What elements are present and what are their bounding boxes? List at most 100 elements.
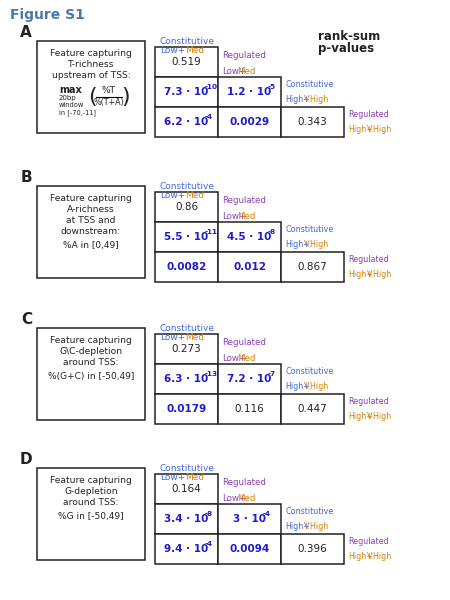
Bar — [218, 534, 281, 564]
Text: (: ( — [88, 87, 96, 107]
Text: Low+: Low+ — [222, 212, 246, 221]
Text: High+: High+ — [285, 382, 310, 391]
Text: V.High: V.High — [367, 270, 392, 279]
Text: Feature capturing: Feature capturing — [50, 476, 132, 485]
Text: Low+: Low+ — [160, 333, 185, 342]
Text: max: max — [59, 85, 82, 95]
Text: -8: -8 — [267, 229, 275, 235]
Bar — [281, 252, 344, 282]
Text: Med: Med — [237, 67, 256, 76]
Text: ): ) — [122, 87, 130, 107]
Text: High+: High+ — [348, 270, 373, 279]
Bar — [37, 41, 145, 133]
Bar — [281, 107, 344, 137]
Text: 7.3 · 10: 7.3 · 10 — [164, 87, 209, 97]
Text: 6.2 · 10: 6.2 · 10 — [164, 117, 209, 127]
Text: Feature capturing: Feature capturing — [50, 336, 132, 345]
Text: -7: -7 — [267, 371, 275, 377]
Text: High+: High+ — [285, 240, 310, 249]
Bar — [155, 252, 218, 282]
Text: 3 · 10: 3 · 10 — [233, 514, 266, 524]
Text: Constitutive: Constitutive — [159, 37, 214, 46]
Text: Med: Med — [185, 333, 205, 342]
Text: -11: -11 — [204, 229, 217, 235]
Bar — [155, 107, 218, 137]
Text: High+: High+ — [348, 125, 373, 134]
Text: 0.273: 0.273 — [171, 344, 202, 354]
Text: V.High: V.High — [304, 382, 329, 391]
Bar — [218, 394, 281, 424]
Bar — [218, 222, 281, 252]
Bar — [155, 222, 218, 252]
Bar — [37, 186, 145, 278]
Text: 0.0029: 0.0029 — [230, 117, 270, 127]
Text: A: A — [20, 25, 32, 40]
Text: window: window — [59, 102, 84, 108]
Text: Low+: Low+ — [222, 67, 246, 76]
Text: V.High: V.High — [367, 125, 392, 134]
Text: Feature capturing: Feature capturing — [50, 194, 132, 203]
Bar — [155, 504, 218, 534]
Text: 3.4 · 10: 3.4 · 10 — [164, 514, 209, 524]
Text: Med: Med — [237, 354, 256, 363]
Bar — [218, 364, 281, 394]
Text: V.High: V.High — [304, 522, 329, 531]
Bar — [281, 394, 344, 424]
Bar — [155, 474, 218, 504]
Text: Low+: Low+ — [222, 354, 246, 363]
Text: 0.86: 0.86 — [175, 202, 198, 212]
Text: 0.867: 0.867 — [297, 262, 328, 272]
Text: -5: -5 — [267, 84, 275, 90]
Text: A-richness: A-richness — [67, 205, 115, 214]
Text: 0.164: 0.164 — [171, 484, 202, 494]
Text: around TSS:: around TSS: — [63, 498, 119, 507]
Bar — [155, 334, 218, 364]
Text: %(G+C) in [-50,49]: %(G+C) in [-50,49] — [48, 372, 134, 381]
Text: Med: Med — [237, 212, 256, 221]
Bar — [155, 47, 218, 77]
Text: Regulated: Regulated — [348, 110, 389, 119]
Text: downstream:: downstream: — [61, 227, 121, 236]
Text: Regulated: Regulated — [348, 537, 389, 546]
Text: Regulated: Regulated — [222, 478, 266, 487]
Bar — [218, 252, 281, 282]
Text: %(T+A): %(T+A) — [94, 98, 124, 107]
Text: V.High: V.High — [367, 552, 392, 561]
Text: C: C — [21, 312, 32, 327]
Text: %G in [-50,49]: %G in [-50,49] — [58, 512, 124, 521]
Text: Constitutive: Constitutive — [285, 367, 333, 376]
Text: High+: High+ — [348, 552, 373, 561]
Text: Med: Med — [185, 473, 205, 482]
Text: G\C-depletion: G\C-depletion — [59, 347, 122, 356]
Bar — [281, 534, 344, 564]
Bar — [37, 468, 145, 560]
Bar — [155, 394, 218, 424]
Text: 6.3 · 10: 6.3 · 10 — [164, 374, 209, 384]
Text: 4.5 · 10: 4.5 · 10 — [227, 232, 272, 242]
Text: B: B — [20, 170, 32, 185]
Text: -10: -10 — [204, 84, 217, 90]
Text: V.High: V.High — [304, 240, 329, 249]
Text: Low+: Low+ — [160, 473, 185, 482]
Bar — [218, 107, 281, 137]
Text: Regulated: Regulated — [222, 338, 266, 347]
Text: p-values: p-values — [318, 42, 374, 55]
Text: -8: -8 — [204, 511, 212, 517]
Text: 0.396: 0.396 — [297, 544, 328, 554]
Text: -4: -4 — [263, 511, 271, 517]
Text: G-depletion: G-depletion — [64, 487, 118, 496]
Bar — [155, 364, 218, 394]
Text: High+: High+ — [285, 522, 310, 531]
Text: Constitutive: Constitutive — [285, 507, 333, 516]
Text: Feature capturing: Feature capturing — [50, 49, 132, 58]
Text: %T: %T — [102, 86, 116, 95]
Bar — [155, 534, 218, 564]
Text: -4: -4 — [204, 114, 212, 120]
Text: Low+: Low+ — [160, 46, 185, 55]
Text: D: D — [19, 452, 32, 467]
Text: Constitutive: Constitutive — [285, 225, 333, 234]
Text: Constitutive: Constitutive — [159, 182, 214, 191]
Bar — [218, 77, 281, 107]
Text: Low+: Low+ — [222, 494, 246, 503]
Text: at TSS and: at TSS and — [66, 216, 116, 225]
